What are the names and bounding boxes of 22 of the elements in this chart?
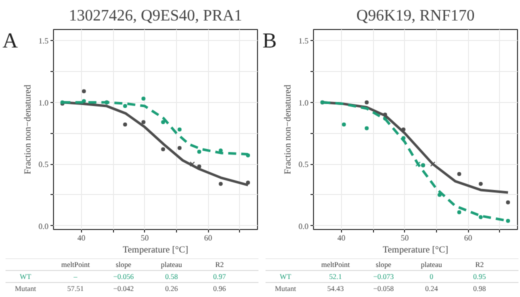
x-tick-label: 60 — [204, 234, 212, 242]
y-tick-label: 0.0 — [38, 222, 48, 231]
y-axis-title: Fraction non−denatured — [284, 84, 294, 174]
x-axis-title: Temperature [°C] — [382, 246, 448, 256]
y-tick-label: 1.5 — [298, 36, 308, 46]
x-tick-label: 40 — [337, 234, 346, 242]
x-axis-title: Temperature [°C] — [122, 246, 188, 256]
x-tick-label: 50 — [400, 234, 409, 242]
x-tick-label: 60 — [464, 234, 472, 242]
y-tick-label: 0.5 — [298, 160, 308, 170]
y-tick-label: 1.0 — [38, 98, 48, 108]
text: A — [2, 28, 18, 52]
y-axis-title: Fraction non−denatured — [24, 84, 34, 174]
y-tick-label: 1.5 — [38, 36, 48, 46]
y-tick-label: 1.0 — [298, 98, 308, 108]
y-tick-label: 0.0 — [298, 222, 308, 231]
x-tick-label: 40 — [77, 234, 86, 242]
text: B — [262, 28, 277, 52]
x-tick-label: 50 — [140, 234, 149, 242]
chart-title: 13027426, Q9ES40, PRA1 — [68, 8, 242, 24]
chart-title: Q96K19, RNF170 — [356, 8, 475, 24]
y-tick-label: 0.5 — [38, 160, 48, 170]
